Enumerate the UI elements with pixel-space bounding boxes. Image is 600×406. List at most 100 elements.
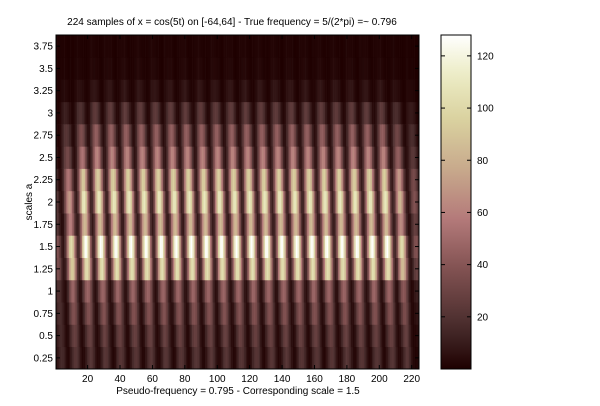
heatmap-cell bbox=[303, 302, 306, 325]
heatmap-cell bbox=[240, 146, 243, 169]
heatmap-cell bbox=[397, 168, 400, 192]
heatmap-cell bbox=[346, 124, 348, 147]
heatmap-cell bbox=[127, 35, 130, 58]
heatmap-cell bbox=[372, 190, 374, 214]
heatmap-cell bbox=[231, 57, 233, 80]
heatmap-cell bbox=[263, 324, 266, 348]
heatmap-cell bbox=[393, 302, 395, 325]
heatmap-cell bbox=[372, 101, 374, 125]
heatmap-cell bbox=[310, 35, 313, 58]
heatmap-cell bbox=[325, 146, 327, 169]
heatmap-cell bbox=[303, 168, 306, 192]
heatmap-cell bbox=[91, 101, 94, 125]
heatmap-cell bbox=[282, 257, 285, 281]
heatmap-cell bbox=[185, 324, 188, 348]
heatmap-cell bbox=[401, 79, 404, 103]
heatmap-cell bbox=[172, 279, 175, 303]
heatmap-cell bbox=[386, 146, 389, 169]
heatmap-cell bbox=[268, 57, 271, 80]
heatmap-cell bbox=[104, 302, 107, 325]
heatmap-cell bbox=[313, 213, 316, 236]
heatmap-cell bbox=[357, 279, 360, 303]
heatmap-cell bbox=[201, 235, 204, 258]
heatmap-cell bbox=[153, 190, 156, 214]
heatmap-cell bbox=[368, 257, 371, 281]
heatmap-cell bbox=[148, 124, 151, 147]
heatmap-cell bbox=[328, 79, 331, 103]
heatmap-cell bbox=[211, 57, 214, 80]
heatmap-cell bbox=[86, 146, 89, 169]
heatmap-cell bbox=[255, 235, 258, 258]
heatmap-cell bbox=[149, 346, 152, 370]
heatmap-cell bbox=[404, 213, 407, 236]
heatmap-cell bbox=[323, 101, 326, 125]
heatmap-cell bbox=[329, 35, 332, 58]
heatmap-cell bbox=[381, 257, 384, 281]
heatmap-cell bbox=[111, 146, 114, 169]
heatmap-cell bbox=[101, 57, 104, 80]
heatmap-cell bbox=[268, 213, 271, 236]
heatmap-cell bbox=[346, 257, 348, 281]
y-tick-label: 2.25 bbox=[34, 175, 54, 186]
heatmap-cell bbox=[180, 190, 183, 214]
heatmap-cell bbox=[253, 168, 256, 192]
heatmap-cell bbox=[410, 235, 413, 258]
heatmap-cell bbox=[78, 57, 81, 80]
heatmap-cell bbox=[247, 146, 250, 169]
heatmap-cell bbox=[235, 35, 238, 58]
heatmap-cell bbox=[198, 101, 201, 125]
heatmap-cell bbox=[294, 168, 297, 192]
heatmap-cell bbox=[352, 168, 355, 192]
heatmap-cell bbox=[261, 257, 264, 281]
heatmap-cell bbox=[216, 302, 219, 325]
heatmap-cell bbox=[83, 235, 86, 258]
heatmap-cell bbox=[218, 302, 220, 325]
heatmap-cell bbox=[323, 146, 326, 169]
heatmap-cell bbox=[59, 213, 62, 236]
heatmap-cell bbox=[282, 124, 285, 147]
heatmap-cell bbox=[81, 302, 84, 325]
heatmap-cell bbox=[62, 279, 65, 303]
heatmap-cell bbox=[78, 124, 81, 147]
heatmap-cell bbox=[255, 302, 258, 325]
heatmap-cell bbox=[313, 279, 316, 303]
heatmap-cell bbox=[206, 213, 209, 236]
heatmap-cell bbox=[175, 257, 178, 281]
heatmap-cell bbox=[391, 324, 394, 348]
heatmap-cell bbox=[279, 124, 282, 147]
heatmap-cell bbox=[391, 101, 394, 125]
heatmap-cell bbox=[242, 302, 245, 325]
heatmap-cell bbox=[290, 57, 293, 80]
heatmap-cell bbox=[248, 146, 251, 169]
heatmap-cell bbox=[367, 324, 370, 348]
heatmap-cell bbox=[156, 257, 159, 281]
heatmap-cell bbox=[347, 257, 350, 281]
heatmap-cell bbox=[344, 302, 347, 325]
heatmap-cell bbox=[187, 57, 190, 80]
heatmap-cell bbox=[334, 346, 337, 370]
heatmap-cell bbox=[412, 168, 415, 192]
heatmap-cell bbox=[154, 146, 157, 169]
heatmap-cell bbox=[401, 279, 404, 303]
heatmap-cell bbox=[299, 124, 301, 147]
heatmap-cell bbox=[316, 213, 319, 236]
heatmap-cell bbox=[407, 168, 410, 192]
heatmap-cell bbox=[344, 235, 347, 258]
heatmap-cell bbox=[234, 124, 237, 147]
heatmap-cell bbox=[117, 302, 120, 325]
heatmap-cell bbox=[305, 101, 308, 125]
heatmap-cell bbox=[112, 101, 115, 125]
heatmap-cell bbox=[362, 146, 365, 169]
heatmap-cell bbox=[397, 213, 400, 236]
heatmap-cell bbox=[125, 235, 128, 258]
heatmap-cell bbox=[320, 79, 323, 103]
heatmap-cell bbox=[388, 257, 391, 281]
heatmap-cell bbox=[227, 79, 230, 103]
heatmap-cell bbox=[365, 346, 368, 370]
heatmap-cell bbox=[370, 279, 373, 303]
heatmap-cell bbox=[216, 79, 219, 103]
heatmap-cell bbox=[266, 190, 269, 214]
heatmap-cell bbox=[328, 101, 331, 125]
heatmap-cell bbox=[171, 101, 173, 125]
heatmap-cell bbox=[177, 168, 180, 192]
